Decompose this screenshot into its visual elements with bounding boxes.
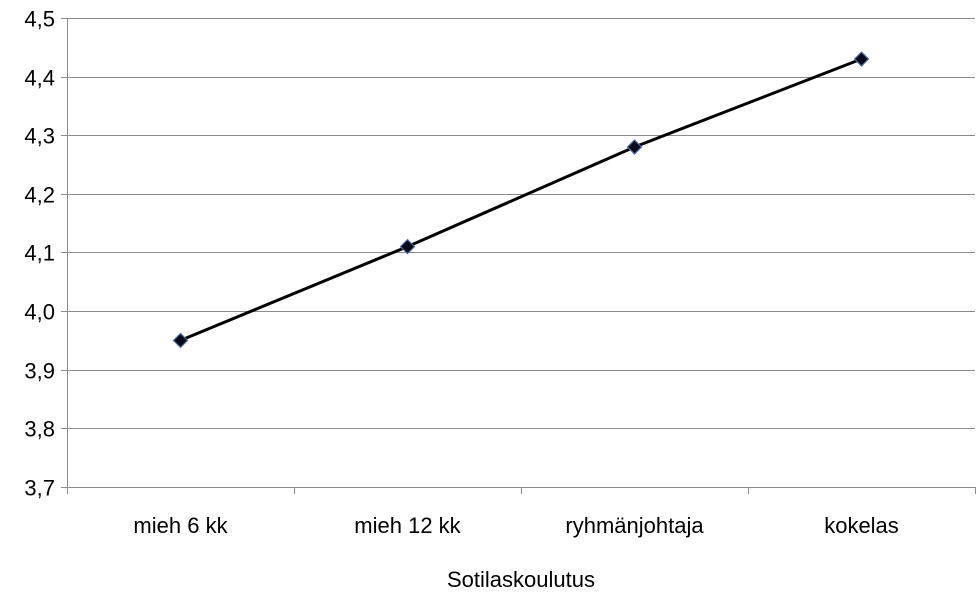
y-tick-labels: 3,7 3,8 3,9 4,0 4,1 4,2 4,3 4,4 4,5 — [24, 7, 55, 501]
y-tick-label: 4,2 — [24, 183, 55, 208]
x-tick-label: mieh 6 kk — [133, 513, 228, 538]
x-tick-label: kokelas — [824, 513, 899, 538]
y-tick-label: 3,7 — [24, 476, 55, 501]
y-tick-label: 4,5 — [24, 7, 55, 32]
y-tick-label: 4,4 — [24, 66, 55, 91]
y-tick-label: 4,1 — [24, 241, 55, 266]
data-point-marker — [626, 139, 643, 155]
x-tick-label: ryhmänjohtaja — [565, 513, 704, 538]
y-tick-label: 4,3 — [24, 124, 55, 149]
y-tick-label: 3,9 — [24, 359, 55, 384]
gridlines — [61, 18, 975, 429]
data-point-marker — [853, 51, 870, 67]
data-point-marker — [399, 238, 416, 255]
data-point-marker — [172, 332, 189, 349]
x-tick-labels: mieh 6 kk mieh 12 kk ryhmänjohtaja kokelas — [133, 513, 898, 538]
series-line — [179, 57, 863, 342]
y-tick-label: 4,0 — [24, 300, 55, 325]
y-tick-label: 3,8 — [24, 417, 55, 442]
axes — [61, 18, 976, 494]
x-axis-title: Sotilaskoulutus — [447, 567, 595, 592]
series — [172, 51, 870, 349]
x-tick-label: mieh 12 kk — [354, 513, 461, 538]
